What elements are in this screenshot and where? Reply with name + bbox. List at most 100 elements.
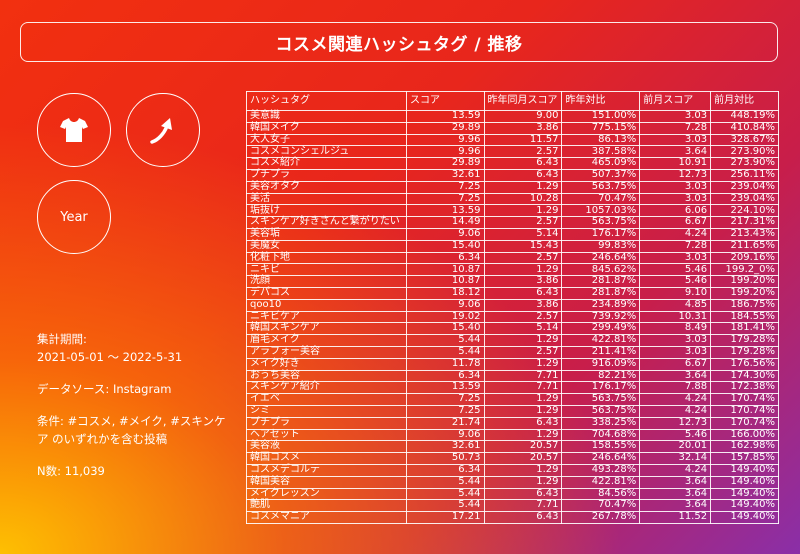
cell-hashtag: 垢抜け	[246, 204, 407, 218]
cell-hashtag: デパコス	[246, 286, 407, 300]
table-row: 美活 7.25 10.28 70.47% 3.03 239.04%	[246, 192, 779, 206]
cell-last-month-score: 11.52	[639, 511, 712, 524]
cell-hashtag: スキンケア好きさんと繋がりたい	[246, 216, 407, 229]
cell-last-month-score: 3.03	[639, 192, 712, 206]
header-last-month-score: 前月スコア	[639, 91, 712, 111]
cell-hashtag: プチプラ	[246, 168, 407, 182]
cell-hashtag: 眉毛メイク	[246, 334, 407, 347]
cell-mom: 176.56%	[710, 357, 779, 371]
cell-score: 15.40	[405, 239, 485, 253]
cell-last-year-score: 9.00	[483, 110, 563, 123]
table-row: おうち美容 6.34 7.71 82.21% 3.64 174.30%	[246, 369, 779, 383]
cell-yoy: 176.17%	[561, 381, 641, 395]
cell-score: 21.74	[405, 416, 485, 430]
cell-last-year-score: 6.43	[483, 487, 563, 501]
cell-last-month-score: 5.46	[639, 263, 712, 277]
trend-up-arrow-icon	[150, 118, 172, 144]
table-row: ヘアセット 9.06 1.29 704.68% 5.46 166.00%	[246, 428, 779, 442]
cell-last-month-score: 3.03	[639, 345, 712, 359]
cell-last-month-score: 12.73	[639, 416, 712, 430]
cell-yoy: 465.09%	[561, 157, 641, 170]
cell-last-year-score: 5.14	[483, 227, 563, 241]
cell-hashtag: おうち美容	[246, 369, 407, 383]
cell-mom: 273.90%	[710, 145, 779, 159]
cell-last-year-score: 6.43	[483, 286, 563, 300]
table-row: コスメデコルテ 6.34 1.29 493.28% 4.24 149.40%	[246, 463, 779, 477]
cell-last-month-score: 4.24	[639, 463, 712, 477]
cell-score: 7.25	[405, 404, 485, 418]
cell-mom: 199.20%	[710, 275, 779, 288]
cell-last-year-score: 15.43	[483, 239, 563, 253]
cell-yoy: 211.41%	[561, 345, 641, 359]
cell-hashtag: ニキビケア	[246, 310, 407, 324]
table-row: 韓国コスメ 50.73 20.57 246.64% 32.14 157.85%	[246, 452, 779, 465]
header-score: スコア	[405, 91, 485, 111]
cell-yoy: 70.47%	[561, 499, 641, 513]
cell-score: 9.06	[405, 428, 485, 442]
cell-last-month-score: 4.85	[639, 298, 712, 312]
cell-hashtag: qoo10	[246, 298, 407, 312]
cell-last-month-score: 10.31	[639, 310, 712, 324]
cell-last-year-score: 7.71	[483, 369, 563, 383]
cell-last-year-score: 1.29	[483, 428, 563, 442]
cell-last-year-score: 1.29	[483, 475, 563, 489]
cell-last-year-score: 6.43	[483, 157, 563, 170]
cell-hashtag: コスメマニア	[246, 511, 407, 524]
cell-mom: 166.00%	[710, 428, 779, 442]
cell-last-year-score: 6.43	[483, 511, 563, 524]
cell-last-month-score: 7.28	[639, 239, 712, 253]
shirt-category-button[interactable]	[37, 93, 111, 167]
cell-score: 29.89	[405, 121, 485, 135]
cell-mom: 170.74%	[710, 393, 779, 406]
cell-hashtag: シミ	[246, 404, 407, 418]
cell-last-month-score: 6.67	[639, 357, 712, 371]
cell-last-month-score: 3.64	[639, 369, 712, 383]
table-row: 美意識 13.59 9.00 151.00% 3.03 448.19%	[246, 110, 779, 123]
cell-score: 6.34	[405, 463, 485, 477]
year-button[interactable]: Year	[37, 180, 111, 254]
cell-hashtag: コスメデコルテ	[246, 463, 407, 477]
cell-yoy: 1057.03%	[561, 204, 641, 218]
cell-last-month-score: 12.73	[639, 168, 712, 182]
cell-last-year-score: 7.71	[483, 499, 563, 513]
cell-score: 5.44	[405, 345, 485, 359]
cell-mom: 149.40%	[710, 499, 779, 513]
cell-score: 7.25	[405, 180, 485, 194]
cell-last-year-score: 1.29	[483, 404, 563, 418]
table-row: コスメマニア 17.21 6.43 267.78% 11.52 149.40%	[246, 511, 779, 524]
table-row: 垢抜け 13.59 1.29 1057.03% 6.06 224.10%	[246, 204, 779, 218]
cell-yoy: 775.15%	[561, 121, 641, 135]
cell-yoy: 507.37%	[561, 168, 641, 182]
cell-mom: 179.28%	[710, 345, 779, 359]
cell-hashtag: 大人女子	[246, 133, 407, 147]
cell-score: 32.61	[405, 440, 485, 454]
cell-score: 9.96	[405, 133, 485, 147]
table-row: デパコス 18.12 6.43 281.87% 9.10 199.20%	[246, 286, 779, 300]
cell-mom: 211.65%	[710, 239, 779, 253]
cell-mom: 162.98%	[710, 440, 779, 454]
cell-yoy: 158.55%	[561, 440, 641, 454]
cell-mom: 149.40%	[710, 511, 779, 524]
cell-hashtag: コスメコンシェルジュ	[246, 145, 407, 159]
cell-yoy: 281.87%	[561, 286, 641, 300]
cell-score: 6.34	[405, 251, 485, 265]
cell-last-year-score: 1.29	[483, 334, 563, 347]
info-panel: 集計期間: 2021-05-01 〜 2022-5-31 データソース: Ins…	[37, 330, 227, 494]
cell-last-year-score: 6.43	[483, 168, 563, 182]
cell-mom: 186.75%	[710, 298, 779, 312]
cell-hashtag: 韓国美容	[246, 475, 407, 489]
table-row: 韓国美容 5.44 1.29 422.81% 3.64 149.40%	[246, 475, 779, 489]
cell-last-month-score: 4.24	[639, 404, 712, 418]
table-row: 韓国メイク 29.89 3.86 775.15% 7.28 410.84%	[246, 121, 779, 135]
cell-yoy: 84.56%	[561, 487, 641, 501]
table-row: アラフォー美容 5.44 2.57 211.41% 3.03 179.28%	[246, 345, 779, 359]
data-source: データソース: Instagram	[37, 382, 172, 396]
cell-score: 9.96	[405, 145, 485, 159]
trend-button[interactable]	[126, 93, 200, 167]
cell-last-month-score: 6.06	[639, 204, 712, 218]
cell-last-year-score: 11.57	[483, 133, 563, 147]
cell-last-month-score: 3.03	[639, 180, 712, 194]
cell-score: 5.44	[405, 334, 485, 347]
header-hashtag: ハッシュタグ	[246, 91, 407, 111]
cell-mom: 170.74%	[710, 404, 779, 418]
